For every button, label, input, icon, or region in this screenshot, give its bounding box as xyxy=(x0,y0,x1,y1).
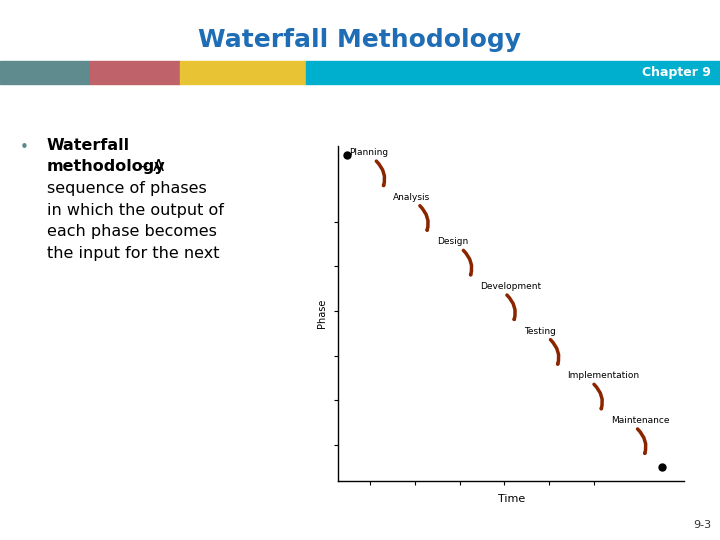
Text: methodology: methodology xyxy=(47,159,166,174)
Text: Design: Design xyxy=(437,237,468,246)
FancyArrowPatch shape xyxy=(420,206,428,230)
Bar xyxy=(90,61,180,84)
X-axis label: Time: Time xyxy=(498,494,525,504)
Text: 9-3: 9-3 xyxy=(693,520,711,530)
Text: Implementation: Implementation xyxy=(567,371,639,380)
Text: Development: Development xyxy=(480,282,541,291)
Text: each phase becomes: each phase becomes xyxy=(47,224,217,239)
Text: sequence of phases: sequence of phases xyxy=(47,181,207,196)
Text: Chapter 9: Chapter 9 xyxy=(642,66,711,79)
FancyArrowPatch shape xyxy=(551,340,559,364)
Text: Testing: Testing xyxy=(523,327,556,335)
FancyArrowPatch shape xyxy=(507,295,516,319)
Text: Waterfall: Waterfall xyxy=(47,138,130,153)
FancyArrowPatch shape xyxy=(377,161,384,185)
Text: the input for the next: the input for the next xyxy=(47,246,220,261)
FancyArrowPatch shape xyxy=(637,429,646,453)
FancyArrowPatch shape xyxy=(464,251,472,275)
Text: •: • xyxy=(20,140,29,156)
Bar xyxy=(306,61,720,84)
Text: – A: – A xyxy=(140,159,165,174)
Bar xyxy=(180,61,306,84)
Text: Planning: Planning xyxy=(350,148,389,157)
Text: Waterfall Methodology: Waterfall Methodology xyxy=(199,29,521,52)
Y-axis label: Phase: Phase xyxy=(317,299,327,328)
Bar xyxy=(0,61,90,84)
Text: Analysis: Analysis xyxy=(393,193,431,201)
FancyArrowPatch shape xyxy=(594,384,603,409)
Text: in which the output of: in which the output of xyxy=(47,202,224,218)
Text: Maintenance: Maintenance xyxy=(611,416,670,425)
